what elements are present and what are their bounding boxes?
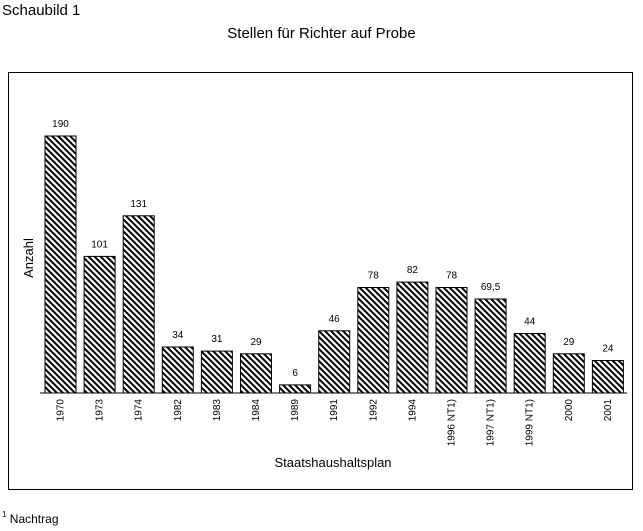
x-tick-label-0: 1970 (56, 399, 67, 422)
bar-13 (552, 353, 585, 394)
data-label-12: 44 (524, 317, 536, 328)
x-tick-label-13: 2000 (564, 399, 575, 422)
bar-11 (474, 298, 507, 394)
bar-14 (591, 360, 624, 394)
footnote: 1 Nachtrag (2, 510, 59, 526)
x-tick-label-5: 1984 (251, 399, 262, 422)
bar-8 (357, 287, 390, 394)
data-label-6: 6 (292, 368, 298, 379)
bar-7 (318, 330, 351, 394)
data-label-10: 78 (446, 271, 458, 282)
x-tick-label-8: 1992 (368, 399, 379, 422)
bar-9 (396, 281, 429, 394)
x-axis-label: Staatshaushaltsplan (274, 455, 391, 470)
x-tick-label-10: 1996 NT1) (447, 399, 458, 446)
x-tick-label-4: 1983 (212, 399, 223, 422)
data-label-3: 34 (172, 330, 184, 341)
chart-frame (8, 72, 633, 490)
bar-12 (513, 333, 546, 394)
y-axis-label: Anzahl (21, 238, 36, 278)
bars-group: 190 1970 101 1973 131 1974 34 1982 31 1983 29 1984 6… (44, 119, 624, 446)
data-label-1: 101 (91, 239, 108, 250)
data-label-7: 46 (329, 314, 341, 325)
bar-1 (83, 255, 116, 394)
x-tick-label-11: 1997 NT1) (486, 399, 497, 446)
bar-4 (200, 350, 233, 394)
bar-0 (44, 135, 77, 394)
figure-label: Schaubild 1 (2, 2, 81, 19)
data-label-2: 131 (130, 199, 147, 210)
x-tick-label-7: 1991 (329, 399, 340, 422)
x-tick-label-3: 1982 (173, 399, 184, 422)
bar-6 (279, 384, 312, 394)
x-tick-label-6: 1989 (290, 399, 301, 422)
bar-10 (435, 287, 468, 394)
data-label-13: 29 (563, 337, 575, 348)
data-label-14: 24 (602, 344, 614, 355)
data-label-8: 78 (368, 271, 380, 282)
chart-title: Stellen für Richter auf Probe (227, 25, 416, 42)
bar-5 (240, 353, 272, 394)
bar-2 (122, 215, 155, 394)
x-tick-label-12: 1999 NT1) (525, 399, 536, 446)
data-label-4: 31 (211, 334, 223, 345)
footnote-marker: 1 (2, 510, 7, 519)
x-tick-label-2: 1974 (134, 399, 145, 422)
x-tick-label-14: 2001 (603, 399, 614, 422)
data-label-11: 69,5 (481, 282, 501, 293)
x-tick-label-1: 1973 (95, 399, 106, 422)
footnote-text: Nachtrag (9, 512, 59, 526)
x-tick-label-9: 1994 (407, 399, 418, 422)
data-label-5: 29 (250, 337, 262, 348)
data-label-9: 82 (407, 265, 419, 276)
bar-3 (161, 346, 194, 394)
data-label-0: 190 (52, 119, 69, 130)
